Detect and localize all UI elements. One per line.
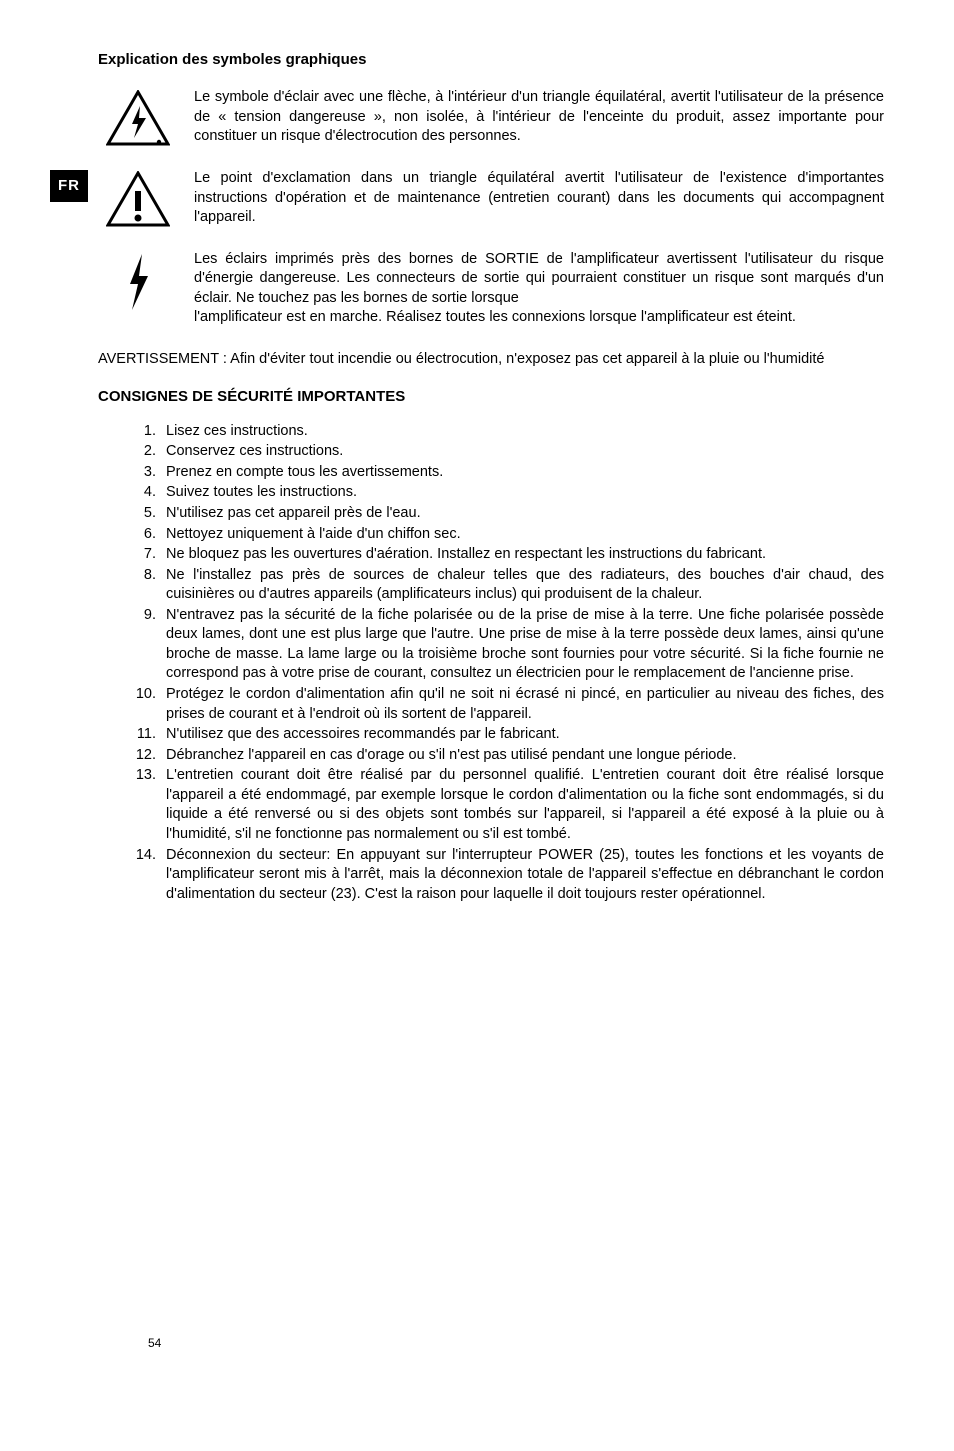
language-tab: FR: [50, 170, 88, 202]
safety-instruction-item: L'entretien courant doit être réalisé pa…: [160, 766, 884, 844]
safety-instruction-item: Ne bloquez pas les ouvertures d'aération…: [160, 545, 884, 565]
symbol-text-lightning: Le symbole d'éclair avec une flèche, à l…: [178, 88, 884, 147]
heading-symbols: Explication des symboles graphiques: [98, 50, 884, 70]
safety-instruction-item: Conservez ces instructions.: [160, 442, 884, 462]
bolt-icon: [98, 250, 178, 314]
warning-text: AVERTISSEMENT : Afin d'éviter tout incen…: [98, 350, 884, 370]
symbol-text-bolt: Les éclairs imprimés près des bornes de …: [178, 250, 884, 328]
safety-instruction-item: N'utilisez que des accessoires recommand…: [160, 725, 884, 745]
safety-instruction-item: Protégez le cordon d'alimentation afin q…: [160, 685, 884, 724]
lightning-triangle-icon: [98, 88, 178, 146]
symbol-bolt-line1: Les éclairs imprimés près des bornes de …: [194, 251, 884, 306]
safety-instruction-item: N'entravez pas la sécurité de la fiche p…: [160, 606, 884, 684]
exclamation-triangle-icon: [98, 169, 178, 227]
heading-safety: CONSIGNES DE SÉCURITÉ IMPORTANTES: [98, 387, 884, 407]
safety-instruction-item: Nettoyez uniquement à l'aide d'un chiffo…: [160, 525, 884, 545]
safety-instruction-item: Suivez toutes les instructions.: [160, 483, 884, 503]
symbol-text-exclamation: Le point d'exclamation dans un triangle …: [178, 169, 884, 228]
safety-instructions-list: Lisez ces instructions.Conservez ces ins…: [98, 422, 884, 905]
symbol-block-lightning: Le symbole d'éclair avec une flèche, à l…: [98, 88, 884, 147]
symbol-bolt-line2: l'amplificateur est en marche. Réalisez …: [194, 309, 796, 325]
safety-instruction-item: Ne l'installez pas près de sources de ch…: [160, 566, 884, 605]
safety-instruction-item: N'utilisez pas cet appareil près de l'ea…: [160, 504, 884, 524]
symbol-block-exclamation: Le point d'exclamation dans un triangle …: [98, 169, 884, 228]
safety-instruction-item: Déconnexion du secteur: En appuyant sur …: [160, 846, 884, 905]
safety-instruction-item: Lisez ces instructions.: [160, 422, 884, 442]
safety-instruction-item: Prenez en compte tous les avertissements…: [160, 463, 884, 483]
safety-instruction-item: Débranchez l'appareil en cas d'orage ou …: [160, 746, 884, 766]
symbol-block-bolt: Les éclairs imprimés près des bornes de …: [98, 250, 884, 328]
page-number: 54: [148, 1335, 161, 1351]
